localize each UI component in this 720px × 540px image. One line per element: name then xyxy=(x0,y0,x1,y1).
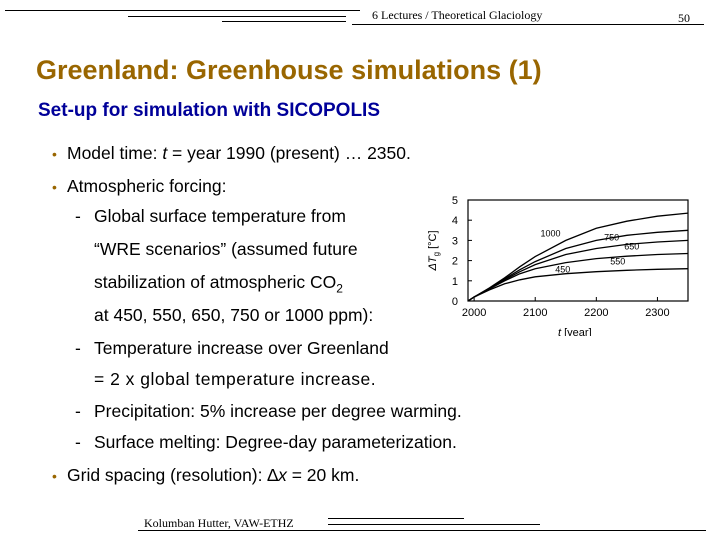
sub-bullet-dash: - xyxy=(75,401,81,421)
x-tick-label: 2300 xyxy=(645,307,669,319)
model-time-text: Model time: xyxy=(67,143,163,163)
temperature-scenario-chart: 0 1 2 3 4 5 2000 2100 2200 2300 ΔTg [°C] t [year] 45… xyxy=(427,195,689,336)
bullet-atmospheric-forcing: Atmospheric forcing: xyxy=(67,176,227,196)
temperature-increase-line2: = 2 x global temperature increase. xyxy=(94,369,377,389)
sub-bullet-dash: - xyxy=(75,206,81,226)
surface-melting-line: Surface melting: Degree-day parameteriza… xyxy=(94,432,457,452)
forcing-text-line2: “WRE scenarios” (assumed future xyxy=(94,239,358,259)
slide-subtitle: Set-up for simulation with SICOPOLIS xyxy=(38,100,381,121)
precipitation-line: Precipitation: 5% increase per degree wa… xyxy=(94,401,462,421)
x-variable: x xyxy=(278,465,287,485)
footer-rule xyxy=(328,518,464,519)
grid-spacing-value: = 20 km. xyxy=(286,465,360,485)
series-label-1000: 1000 xyxy=(540,228,560,238)
x-tick-label: 2200 xyxy=(584,307,608,319)
series-label-550: 550 xyxy=(610,257,625,267)
co2-text: stabilization of atmospheric CO xyxy=(94,272,337,292)
x-tick-label: 2100 xyxy=(523,307,547,319)
sub-bullet-dash: - xyxy=(75,432,81,452)
series-line-450 xyxy=(467,268,689,302)
series-line-550 xyxy=(467,252,689,302)
y-tick-label: 2 xyxy=(452,256,458,268)
page-number: 50 xyxy=(678,11,690,25)
bullet-dot: • xyxy=(52,468,57,484)
y-tick-label: 3 xyxy=(452,235,458,247)
delta-symbol: ∆ xyxy=(267,465,279,485)
bullet-grid-spacing: Grid spacing (resolution): ∆x = 20 km. xyxy=(67,465,359,486)
y-tick-label: 0 xyxy=(452,296,458,308)
x-axis-label: t [year] xyxy=(558,327,592,336)
series-label-750: 750 xyxy=(604,232,619,242)
series-line-650 xyxy=(467,239,689,302)
series-label-450: 450 xyxy=(555,265,570,275)
y-tick-label: 1 xyxy=(452,276,458,288)
model-time-range: = year 1990 (present) … 2350. xyxy=(167,143,411,163)
header-rule xyxy=(222,21,346,22)
x-tick-label: 2000 xyxy=(462,307,486,319)
y-tick-label: 5 xyxy=(452,195,458,207)
footer-rule xyxy=(138,530,706,531)
slide-title: Greenland: Greenhouse simulations (1) xyxy=(36,55,542,85)
series-line-1000 xyxy=(467,212,689,302)
series-line-750 xyxy=(467,229,689,302)
forcing-text-line4: at 450, 550, 650, 750 or 1000 ppm): xyxy=(94,305,374,325)
time-variable: t xyxy=(162,143,168,163)
bullet-dot: • xyxy=(52,179,57,195)
y-axis-label: ΔTg [°C] xyxy=(427,230,441,271)
footer-rule xyxy=(328,524,540,525)
grid-spacing-text: Grid spacing (resolution): xyxy=(67,465,268,485)
sub-bullet-dash: - xyxy=(75,338,81,358)
bullet-dot: • xyxy=(52,146,57,162)
header-rule xyxy=(352,24,704,25)
forcing-text-line3: stabilization of atmospheric CO2 xyxy=(94,272,343,296)
header-rule xyxy=(5,10,360,11)
y-tick-label: 4 xyxy=(452,215,458,227)
plot-frame xyxy=(467,199,689,302)
bullet-model-time: Model time: t = year 1990 (present) … 23… xyxy=(67,143,411,164)
header-rule xyxy=(128,16,346,17)
series-label-650: 650 xyxy=(624,241,639,251)
temperature-increase-line1: Temperature increase over Greenland xyxy=(94,338,389,358)
co2-subscript: 2 xyxy=(336,281,343,296)
forcing-text-line1: Global surface temperature from xyxy=(94,206,346,226)
course-title: 6 Lectures / Theoretical Glaciology xyxy=(372,8,543,22)
footer-author: Kolumban Hutter, VAW-ETHZ xyxy=(144,516,294,530)
